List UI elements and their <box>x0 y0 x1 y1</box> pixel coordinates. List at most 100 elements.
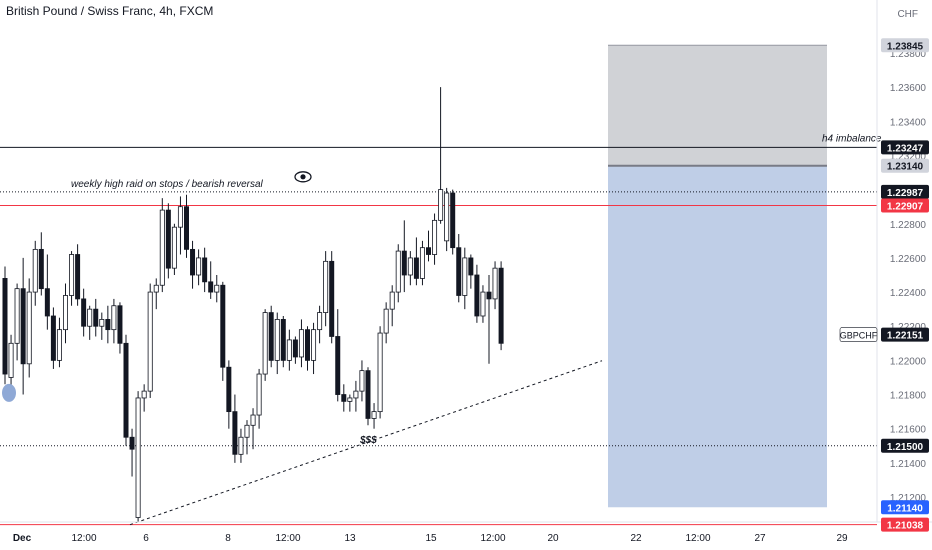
symbol-tag: GBPCHF <box>840 331 878 341</box>
badge-zone-bottom-bg <box>881 500 929 515</box>
candle <box>238 428 244 463</box>
eye-icon[interactable] <box>294 171 312 183</box>
badge-zone-bottom: 1.21140 <box>881 500 929 515</box>
bull-candle-body <box>383 308 389 334</box>
bull-candle-body <box>111 305 117 331</box>
bull-candle-body <box>244 424 250 438</box>
current-price-bg <box>881 327 929 342</box>
drawings[interactable]: weekly high raid on stops / bearish reve… <box>2 133 882 526</box>
bear-candle-body <box>93 308 99 327</box>
bull-candle-body <box>317 312 323 331</box>
candle <box>413 237 419 286</box>
candle <box>468 254 474 289</box>
candle <box>202 247 208 293</box>
candle <box>38 232 44 296</box>
price-tick: 1.23200 <box>890 151 927 162</box>
candle <box>129 428 135 477</box>
candle <box>81 288 87 337</box>
time-label: 12:00 <box>685 533 710 544</box>
stop-loss-zone[interactable] <box>608 45 827 166</box>
candle <box>498 261 504 351</box>
current-price-text: 1.22151 <box>887 331 924 342</box>
bull-candle-body <box>238 436 244 455</box>
symbol-tag-bg <box>839 327 878 342</box>
time-label: 27 <box>754 533 766 544</box>
candle <box>389 285 395 327</box>
bull-candle-body <box>63 295 69 331</box>
candle <box>117 302 123 354</box>
time-label: 13 <box>344 533 356 544</box>
badge-zone-top: 1.23845 <box>881 38 929 53</box>
candle <box>492 261 498 310</box>
bull-candle-body <box>323 260 329 313</box>
bear-candle-body <box>280 319 286 361</box>
price-badges: 1.23845 1.23247 1.23140 1.22987 1.22907 1.215… <box>839 38 929 532</box>
bear-candle-body <box>365 370 371 419</box>
annotation-h4-imbalance: h4 imbalance <box>822 133 882 144</box>
candle <box>196 249 202 286</box>
candle <box>111 298 117 344</box>
bear-candle-body <box>474 274 480 317</box>
time-label: 12:00 <box>275 533 300 544</box>
eye-outline <box>294 171 312 183</box>
candles <box>2 87 504 522</box>
bull-candle-body <box>153 284 159 293</box>
eye-pupil <box>300 174 306 180</box>
candle <box>214 275 220 303</box>
candle <box>32 240 38 306</box>
candle <box>383 302 389 344</box>
bull-candle-body <box>353 390 359 399</box>
candle <box>444 187 450 252</box>
candle <box>123 334 129 446</box>
candle <box>401 220 407 293</box>
candle <box>365 367 371 426</box>
bear-candle-body <box>456 247 462 296</box>
price-tick: 1.22000 <box>890 356 927 367</box>
candle <box>438 87 444 224</box>
candle <box>353 380 359 412</box>
bear-candle-body <box>268 312 274 361</box>
candle <box>280 315 286 368</box>
candle <box>425 230 431 262</box>
candle <box>432 213 438 265</box>
time-label: Dec <box>13 533 32 544</box>
candle <box>456 234 462 303</box>
bull-candle-body <box>395 250 401 293</box>
time-label: 22 <box>630 533 642 544</box>
bull-candle-body <box>389 291 395 310</box>
bear-candle-body <box>208 281 214 293</box>
bear-candle-body <box>304 329 310 361</box>
badge-zone-top-bg <box>881 38 929 53</box>
candle <box>256 368 262 429</box>
candle <box>44 254 50 330</box>
time-label: 29 <box>836 533 848 544</box>
price-tick: 1.22600 <box>890 254 927 265</box>
position-zones[interactable] <box>608 44 827 508</box>
candle <box>329 251 335 344</box>
bull-candle-body <box>159 209 165 286</box>
bull-candle-body <box>462 257 468 296</box>
badge-zone-top-text: 1.23845 <box>887 41 924 52</box>
badge-zone-mid-text: 1.23140 <box>887 162 924 173</box>
bear-candle-body <box>450 192 456 249</box>
time-label: 6 <box>143 533 149 544</box>
trendline-dashed[interactable] <box>129 360 603 526</box>
candle <box>226 360 232 429</box>
badge-h4-bg <box>881 140 929 155</box>
candle <box>135 391 141 522</box>
candle <box>93 298 99 337</box>
candle <box>359 360 365 402</box>
bull-candle-body <box>87 308 93 327</box>
circle-marker[interactable] <box>2 383 16 402</box>
candle <box>268 305 274 368</box>
price-tick: 1.21200 <box>890 493 927 504</box>
candle <box>419 240 425 286</box>
badge-red-low: 1.21038 <box>881 517 929 532</box>
candle <box>262 309 268 381</box>
candle <box>165 203 171 279</box>
take-profit-zone[interactable] <box>608 165 827 508</box>
badge-black-low-bg <box>881 438 929 453</box>
bear-candle-body <box>329 260 335 337</box>
bear-candle-body <box>341 394 347 402</box>
